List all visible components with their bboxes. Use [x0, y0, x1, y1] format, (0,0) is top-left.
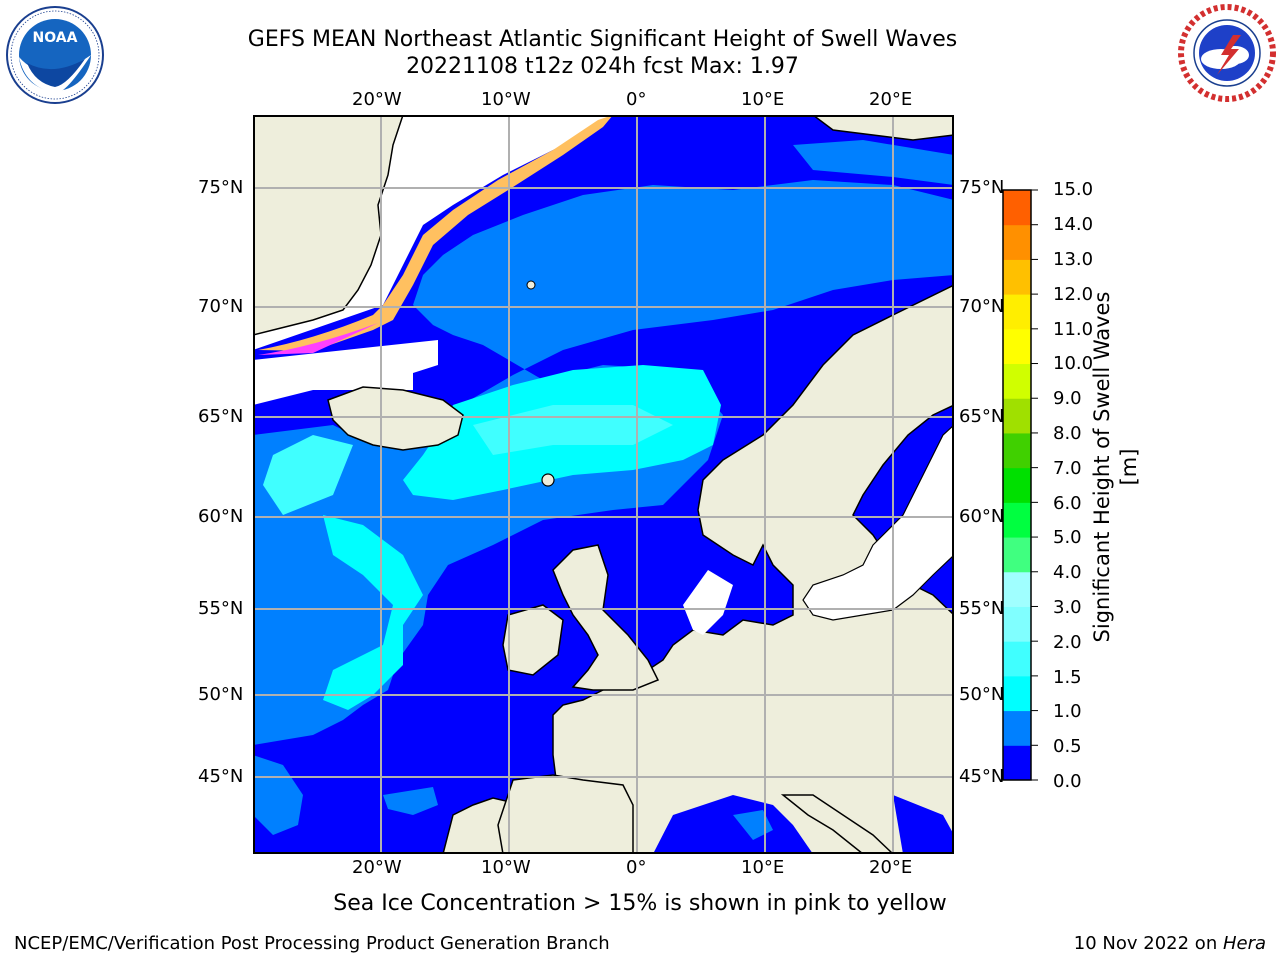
lon-tick-top-4: 20°E — [869, 89, 913, 110]
lon-tick-bottom-0: 20°W — [352, 857, 402, 878]
colorbar-frame — [1002, 189, 1032, 781]
colorbar-tick: 7.0 — [1053, 458, 1082, 479]
lon-tick-bottom-4: 20°E — [869, 857, 913, 878]
noaa-logo: NOAA — [6, 6, 104, 104]
colorbar — [1002, 189, 1038, 781]
lat-tick-left-6: 45°N — [198, 766, 244, 787]
lat-tick-right-3: 60°N — [959, 506, 1005, 527]
colorbar-segment — [1003, 224, 1031, 260]
lat-tick-right-2: 65°N — [959, 406, 1005, 427]
colorbar-tick: 0.0 — [1053, 771, 1082, 792]
lat-tick-left-2: 65°N — [198, 406, 244, 427]
great-britain — [552, 544, 660, 691]
ireland — [502, 604, 564, 676]
chart-title: GEFS MEAN Northeast Atlantic Significant… — [247, 27, 958, 52]
colorbar-segment — [1003, 259, 1031, 295]
colorbar-label: Significant Height of Swell Waves [m] — [1090, 291, 1141, 643]
colorbar-segment — [1003, 432, 1031, 469]
lat-tick-right-4: 55°N — [959, 598, 1005, 619]
footer-credit: NCEP/EMC/Verification Post Processing Pr… — [14, 933, 610, 954]
lat-tick-left-5: 50°N — [198, 684, 244, 705]
chart-subtitle: 20221108 t12z 024h fcst Max: 1.97 — [406, 54, 799, 79]
colorbar-segment — [1003, 571, 1031, 607]
lon-tick-top-3: 10°E — [741, 89, 785, 110]
colorbar-tick: 12.0 — [1053, 284, 1094, 305]
colorbar-segment — [1003, 502, 1031, 538]
lat-tick-left-4: 55°N — [198, 598, 244, 619]
colorbar-tick: 0.5 — [1053, 736, 1082, 757]
lat-tick-left-3: 60°N — [198, 506, 244, 527]
colorbar-segment — [1003, 710, 1031, 746]
map-plot — [253, 115, 954, 854]
lon-tick-bottom-2: 0° — [626, 857, 647, 878]
colorbar-segment — [1003, 294, 1031, 330]
lat-tick-right-0: 75°N — [959, 177, 1005, 198]
colorbar-segment — [1003, 190, 1031, 226]
colorbar-segment — [1003, 398, 1031, 434]
lat-tick-right-6: 45°N — [959, 766, 1005, 787]
colorbar-tick: 4.0 — [1053, 562, 1082, 583]
colorbar-tick: 1.0 — [1053, 701, 1082, 722]
footer-host: Hera — [1222, 933, 1266, 954]
graticule — [253, 115, 954, 854]
colorbar-tick: 5.0 — [1053, 527, 1082, 548]
noaa-logo-text: NOAA — [33, 30, 78, 46]
lon-tick-top-0: 20°W — [352, 89, 402, 110]
lon-tick-bottom-1: 10°W — [481, 857, 531, 878]
colorbar-tick: 1.5 — [1053, 667, 1082, 688]
greenland — [253, 115, 404, 336]
colorbar-segment — [1003, 745, 1031, 781]
map-frame — [253, 115, 954, 854]
colorbar-tick: 2.0 — [1053, 632, 1082, 653]
colorbar-segment — [1003, 467, 1031, 503]
lat-tick-right-1: 70°N — [959, 296, 1005, 317]
caption: Sea Ice Concentration > 15% is shown in … — [333, 891, 947, 916]
colorbar-segment — [1003, 606, 1031, 642]
colorbar-tick: 8.0 — [1053, 423, 1082, 444]
lat-tick-left-1: 70°N — [198, 296, 244, 317]
colorbar-segment — [1003, 363, 1031, 399]
colorbar-tick: 3.0 — [1053, 597, 1082, 618]
colorbar-segment — [1003, 328, 1031, 365]
colorbar-segment — [1003, 675, 1031, 712]
footer-date: 10 Nov 2022 on Hera — [1074, 933, 1266, 954]
nws-logo — [1178, 4, 1276, 102]
lon-tick-bottom-3: 10°E — [741, 857, 785, 878]
lat-tick-right-5: 50°N — [959, 684, 1005, 705]
colorbar-tick: 15.0 — [1053, 179, 1094, 200]
lat-tick-left-0: 75°N — [198, 177, 244, 198]
colorbar-tick: 9.0 — [1053, 388, 1082, 409]
colorbar-tick: 11.0 — [1053, 319, 1094, 340]
lon-tick-top-2: 0° — [626, 89, 647, 110]
colorbar-tick: 13.0 — [1053, 249, 1094, 270]
colorbar-tick: 10.0 — [1053, 353, 1094, 374]
sea-ice-edge — [258, 115, 613, 351]
colorbar-tick: 6.0 — [1053, 493, 1082, 514]
colorbar-tick: 14.0 — [1053, 214, 1094, 235]
iceland — [327, 386, 464, 451]
footer-date-text: 10 Nov 2022 on — [1073, 933, 1223, 954]
colorbar-segment — [1003, 537, 1031, 573]
colorbar-segment — [1003, 641, 1031, 677]
lon-tick-top-1: 10°W — [481, 89, 531, 110]
